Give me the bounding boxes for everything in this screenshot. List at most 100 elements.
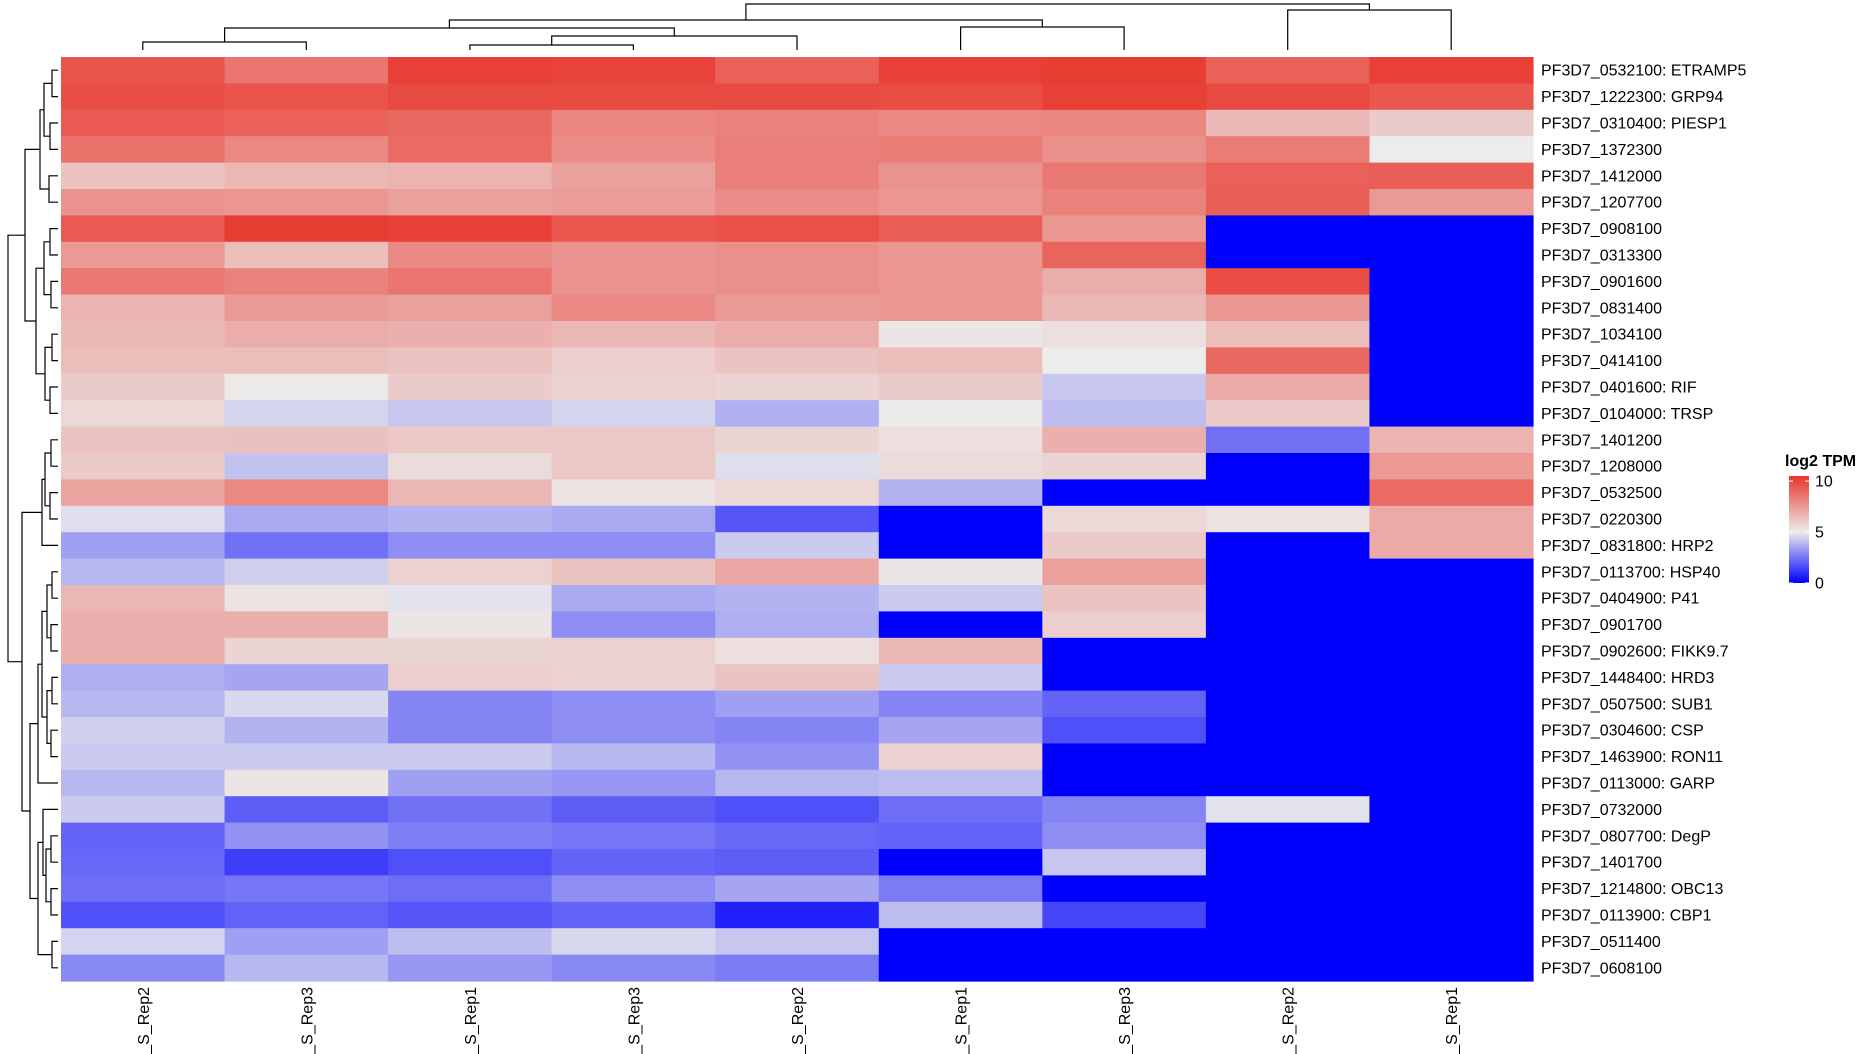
- heatmap-cell: [61, 505, 226, 533]
- heatmap-cell: [61, 189, 226, 216]
- row-label: PF3D7_0113700: HSP40: [1541, 564, 1720, 581]
- heatmap-cell: [1205, 664, 1371, 692]
- heatmap-cell: [551, 241, 716, 269]
- dendrogram-branch: [50, 439, 58, 467]
- row-label: PF3D7_0313300: [1541, 248, 1662, 265]
- heatmap-cell: [1205, 505, 1371, 533]
- heatmap-cell: [1042, 717, 1207, 744]
- heatmap-cell: [224, 241, 389, 269]
- heatmap-cell: [715, 479, 880, 507]
- heatmap-cell: [551, 717, 716, 744]
- heatmap-cell: [715, 215, 880, 243]
- heatmap-cell: [1042, 849, 1207, 876]
- heatmap-cell: [224, 664, 389, 692]
- heatmap-cell: [1369, 426, 1534, 454]
- heatmap-cell: [61, 373, 226, 401]
- heatmap-cell: [878, 162, 1043, 190]
- heatmap-cell: [551, 373, 716, 401]
- heatmap-cell: [715, 83, 880, 111]
- heatmap-cell: [551, 400, 716, 428]
- heatmap-cell: [715, 558, 880, 586]
- heatmap-cell: [551, 822, 716, 850]
- heatmap-cell: [224, 505, 389, 533]
- heatmap-cell: [388, 373, 553, 401]
- heatmap-cell: [1369, 717, 1534, 744]
- heatmap-cell: [551, 162, 716, 190]
- heatmap-cell: [551, 954, 716, 982]
- heatmap-cell: [388, 162, 553, 190]
- heatmap-cell: [878, 453, 1043, 480]
- heatmap-cell: [61, 453, 226, 480]
- dendrogram-branch: [51, 69, 58, 98]
- heatmap-cell: [224, 585, 389, 612]
- heatmap-cell: [1205, 611, 1371, 639]
- heatmap-cell: [1042, 83, 1207, 111]
- heatmap-cell: [715, 294, 880, 322]
- row-label: PF3D7_1463900: RON11: [1541, 749, 1723, 766]
- row-label: PF3D7_0310400: PIESP1: [1541, 116, 1727, 133]
- legend-ticks: 10 5 0: [1789, 474, 1833, 593]
- dendrogram-branch: [37, 841, 52, 956]
- heatmap-cell: [1205, 532, 1371, 560]
- heatmap-cell: [224, 215, 389, 243]
- heatmap-cell: [1042, 294, 1207, 322]
- heatmap-cell: [1205, 136, 1371, 164]
- heatmap-cell: [388, 57, 553, 84]
- heatmap-cell: [715, 162, 880, 190]
- heatmap-cell: [1369, 241, 1534, 269]
- heatmap-cell: [1369, 400, 1534, 428]
- column-dendrogram: [142, 3, 1452, 50]
- heatmap-cell: [1042, 611, 1207, 639]
- heatmap-cell: [224, 347, 389, 375]
- dendrogram-branch: [1287, 9, 1452, 50]
- heatmap-cell: [551, 57, 716, 84]
- row-label: PF3D7_0104000: TRSP: [1541, 406, 1713, 423]
- heatmap-cell: [388, 849, 553, 876]
- heatmap-cell: [878, 796, 1043, 824]
- heatmap-cell: [1369, 479, 1534, 507]
- row-label: PF3D7_1401200: [1541, 432, 1662, 449]
- heatmap-cell: [224, 532, 389, 560]
- heatmap-cell: [878, 532, 1043, 560]
- heatmap-cell: [715, 241, 880, 269]
- heatmap-cell: [61, 796, 226, 824]
- dendrogram-branch: [45, 848, 51, 903]
- heatmap-cell: [224, 717, 389, 744]
- heatmap-cell: [1042, 426, 1207, 454]
- heatmap-cell: [388, 532, 553, 560]
- heatmap-cell: [878, 57, 1043, 84]
- heatmap-cell: [1205, 822, 1371, 850]
- heatmap-cell: [1205, 558, 1371, 586]
- row-label: PF3D7_0831800: HRP2: [1541, 538, 1714, 555]
- row-label: PF3D7_0831400: [1541, 300, 1662, 317]
- heatmap-cell: [61, 57, 226, 84]
- heatmap-cell: [1042, 189, 1207, 216]
- heatmap-cell: [1205, 875, 1371, 903]
- heatmap-cell: [551, 83, 716, 111]
- column-label: _S_Rep2: [136, 987, 153, 1054]
- heatmap-cell: [715, 717, 880, 744]
- heatmap-cell: [715, 796, 880, 824]
- heatmap-cell: [551, 109, 716, 137]
- heatmap-cell: [878, 875, 1043, 903]
- heatmap-cell: [1205, 268, 1371, 296]
- heatmap-cell: [715, 822, 880, 850]
- row-label: PF3D7_1401700: [1541, 855, 1662, 872]
- heatmap-cell: [878, 664, 1043, 692]
- heatmap-cell: [388, 664, 553, 692]
- heatmap-cell: [388, 479, 553, 507]
- heatmap-cell: [878, 637, 1043, 665]
- heatmap-cell: [551, 585, 716, 612]
- legend-tick-label: 10: [1815, 474, 1833, 491]
- heatmap-cell: [61, 321, 226, 348]
- row-label: PF3D7_0401600: RIF: [1541, 380, 1697, 397]
- row-label: PF3D7_1214800: OBC13: [1541, 881, 1723, 898]
- heatmap-cell: [878, 479, 1043, 507]
- heatmap-cell: [878, 901, 1043, 929]
- heatmap-cell: [1205, 479, 1371, 507]
- heatmap-cell: [1369, 532, 1534, 560]
- heatmap-cell: [715, 532, 880, 560]
- heatmap-cell: [551, 769, 716, 797]
- dendrogram-branch: [469, 44, 634, 50]
- heatmap-cell: [224, 796, 389, 824]
